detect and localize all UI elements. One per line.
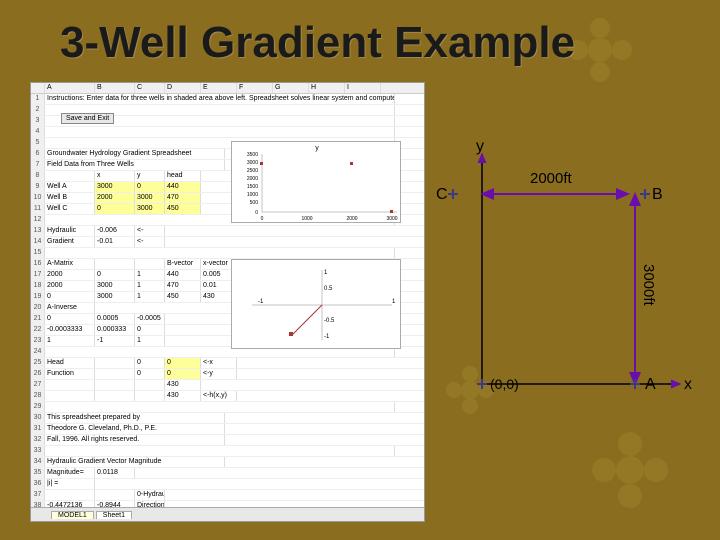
col-D: D	[165, 83, 201, 93]
svg-text:2500: 2500	[247, 168, 258, 174]
svg-text:3000: 3000	[386, 216, 397, 222]
point-c	[448, 189, 458, 199]
svg-text:0.5: 0.5	[324, 286, 333, 292]
point-a	[630, 379, 640, 389]
col-C: C	[135, 83, 165, 93]
col-A: A	[45, 83, 95, 93]
tab-model1[interactable]: MODEL1	[51, 511, 94, 519]
col-F: F	[237, 83, 273, 93]
mini-direction-chart: 1 1 0.5 -0.5 -1 -1	[231, 259, 401, 349]
label-c: C	[436, 186, 448, 204]
col-E: E	[201, 83, 237, 93]
label-a: A	[645, 376, 656, 394]
col-I: I	[345, 83, 381, 93]
svg-text:1500: 1500	[247, 184, 258, 190]
col-B: B	[95, 83, 135, 93]
sheet-tabs: MODEL1 Sheet1	[31, 507, 424, 521]
svg-text:0: 0	[261, 216, 264, 222]
svg-text:-0.5: -0.5	[324, 318, 335, 324]
label-b: B	[652, 186, 663, 204]
spreadsheet-panel: A B C D E F G H I 1 Instructions: Enter d…	[30, 82, 425, 522]
svg-text:-1: -1	[258, 299, 264, 305]
svg-text:1000: 1000	[247, 192, 258, 198]
top-distance: 2000ft	[530, 170, 572, 187]
subtitle2: Field Data from Three Wells	[45, 160, 225, 170]
side-distance: 3000ft	[640, 264, 657, 306]
svg-text:1000: 1000	[301, 216, 312, 222]
col-H: H	[309, 83, 345, 93]
mini-scatter-chart: y 3500 3000 2500 2000 1500 1000 500 0 0 …	[231, 141, 401, 223]
origin-label: (0,0)	[490, 376, 519, 392]
svg-text:500: 500	[250, 200, 259, 206]
chart-title: y	[315, 145, 319, 152]
tab-sheet1[interactable]: Sheet1	[96, 511, 132, 519]
svg-text:3500: 3500	[247, 152, 258, 158]
subtitle1: Groundwater Hydrology Gradient Spreadshe…	[45, 149, 225, 159]
col-G: G	[273, 83, 309, 93]
point-b	[640, 189, 650, 199]
svg-text:-1: -1	[324, 334, 330, 340]
well-diagram: y x C B A (0,0) 2000ft 3000ft	[440, 144, 700, 424]
point-origin	[477, 379, 487, 389]
slide-title: 3-Well Gradient Example	[60, 18, 575, 68]
svg-text:2000: 2000	[346, 216, 357, 222]
svg-text:1: 1	[392, 299, 396, 305]
bg-flower-2	[580, 420, 680, 520]
y-axis-label: y	[476, 138, 484, 156]
svg-text:2000: 2000	[247, 176, 258, 182]
svg-text:3000: 3000	[247, 160, 258, 166]
save-exit-button[interactable]: Save and Exit	[61, 113, 114, 124]
column-header-row: A B C D E F G H I	[31, 83, 424, 94]
x-axis-label: x	[684, 376, 692, 394]
instructions-text: Instructions: Enter data for three wells…	[45, 94, 395, 104]
svg-text:0: 0	[255, 210, 258, 216]
svg-text:1: 1	[324, 270, 328, 276]
